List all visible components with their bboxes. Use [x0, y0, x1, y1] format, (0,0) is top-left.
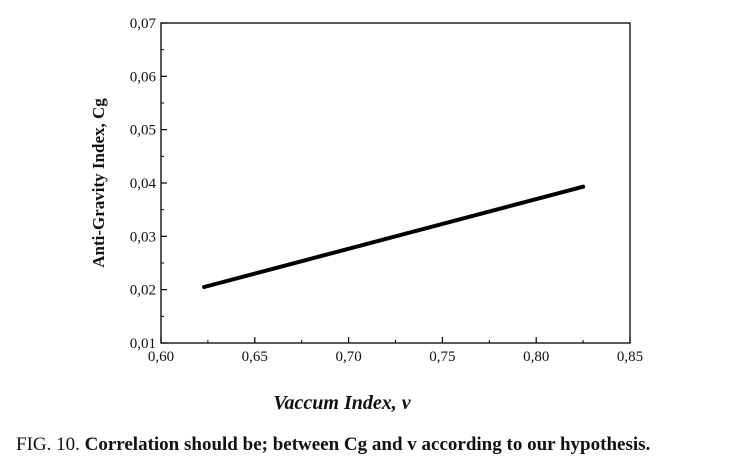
caption-text: Correlation should be; between Cg and v …	[84, 434, 651, 455]
y-axis-ticks: 0,01 0,02 0,03 0,04 0,05 0,06 0,07	[130, 16, 167, 352]
figure-caption: FIG. 10. Correlation should be; between …	[16, 434, 731, 456]
x-tick-label: 0,75	[429, 349, 455, 365]
y-tick-label: 0,07	[130, 16, 157, 32]
y-tick-label: 0,01	[130, 336, 156, 352]
y-tick-label: 0,03	[130, 229, 156, 245]
series-line-0	[202, 184, 586, 289]
series-layer	[202, 184, 586, 289]
caption-prefix: FIG. 10.	[16, 434, 80, 455]
y-tick-label: 0,05	[130, 123, 156, 139]
x-tick-label: 0,70	[335, 349, 361, 365]
x-tick-label: 0,85	[617, 349, 643, 365]
x-axis-ticks: 0,60 0,65 0,70 0,75 0,80 0,85	[148, 337, 643, 365]
x-tick-label: 0,80	[523, 349, 549, 365]
chart: 0,60 0,65 0,70 0,75 0,80 0,85 0,010,020,030,0…	[89, 16, 643, 414]
y-tick-label: 0,04	[130, 176, 157, 192]
x-tick-label: 0,65	[242, 349, 268, 365]
y-axis-title: Anti-Gravity Index, Cg	[89, 98, 108, 268]
y-tick-label: 0,06	[130, 69, 157, 85]
x-tick-label: 0,60	[148, 349, 174, 365]
y-tick-label: 0,02	[130, 283, 156, 299]
x-axis-title: Vaccum Index, v	[273, 392, 411, 414]
plot-frame	[160, 22, 631, 344]
